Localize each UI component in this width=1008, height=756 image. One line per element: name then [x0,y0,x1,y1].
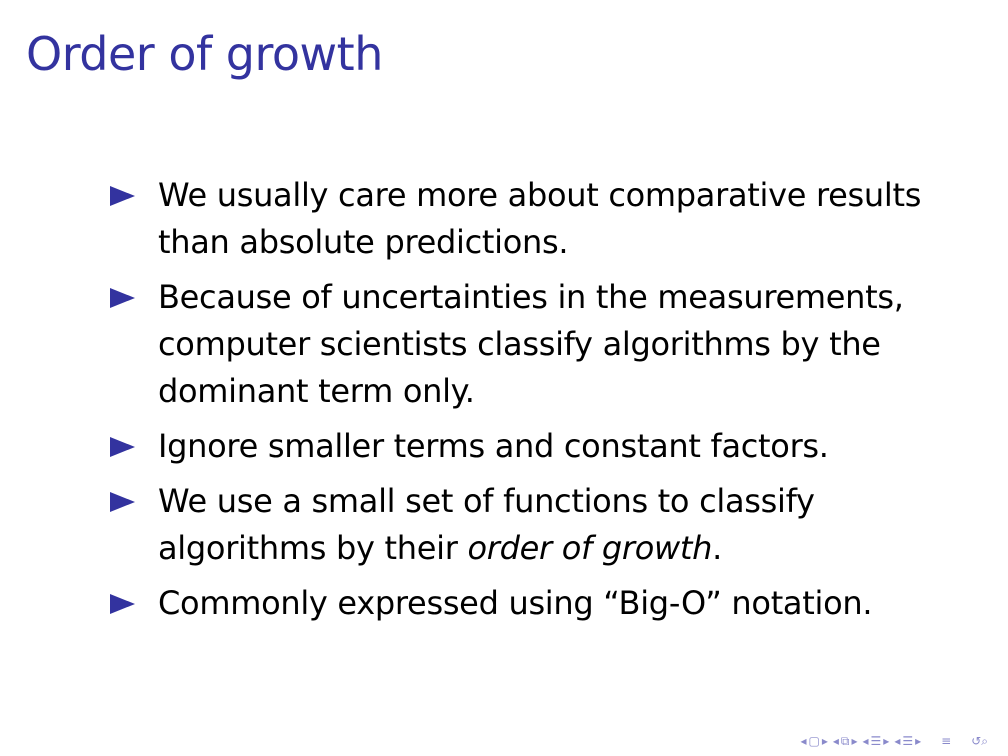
triangle-bullet-icon [110,186,135,206]
nav-next-arrow-icon[interactable]: ▸ [851,734,858,748]
section-icon[interactable]: ☰ [870,734,882,748]
nav-prev-arrow-icon[interactable]: ◂ [862,734,869,748]
bullet-text: We use a small set of functions to class… [158,482,815,567]
triangle-bullet-icon [110,594,135,614]
subsection-icon[interactable]: ⧉ [840,734,850,748]
triangle-bullet-icon [110,288,135,308]
bullet-item: Commonly expressed using “Big-O” notatio… [110,580,930,627]
section-nav-group-2: ◂ ☰ ▸ [894,732,921,750]
bullet-text: We usually care more about comparative r… [158,176,922,261]
bullet-item: We use a small set of functions to class… [110,478,930,572]
bullet-item: Because of uncertainties in the measurem… [110,274,930,415]
frame-icon[interactable]: ▢ [808,734,820,748]
slide-title: Order of growth [26,27,383,81]
nav-prev-arrow-icon[interactable]: ◂ [800,734,807,748]
nav-next-arrow-icon[interactable]: ▸ [883,734,890,748]
bullet-item: Ignore smaller terms and constant factor… [110,423,930,470]
nav-prev-arrow-icon[interactable]: ◂ [832,734,839,748]
nav-prev-arrow-icon[interactable]: ◂ [894,734,901,748]
subsection-nav-group: ◂ ⧉ ▸ [833,732,858,750]
bullet-item: We usually care more about comparative r… [110,172,930,266]
section-nav-group: ◂ ☰ ▸ [863,732,890,750]
nav-next-arrow-icon[interactable]: ▸ [821,734,828,748]
bullet-text: Commonly expressed using “Big-O” notatio… [158,584,873,622]
triangle-bullet-icon [110,492,135,512]
nav-next-arrow-icon[interactable]: ▸ [915,734,922,748]
search-icon[interactable]: ↺⌕ [971,734,988,748]
bullet-text: Because of uncertainties in the measurem… [158,278,904,410]
bullet-text-end: . [712,529,722,567]
frame-nav-group: ◂ ▢ ▸ [800,732,827,750]
bullet-list: We usually care more about comparative r… [110,172,930,635]
beamer-navigation-bar: ◂ ▢ ▸ ◂ ⧉ ▸ ◂ ☰ ▸ ◂ ☰ ▸ ≡ ↺⌕ [800,732,988,750]
align-icon[interactable]: ≡ [941,734,952,748]
bullet-text: Ignore smaller terms and constant factor… [158,427,829,465]
bullet-emphasis: order of growth [467,529,713,567]
section-icon[interactable]: ☰ [902,734,914,748]
triangle-bullet-icon [110,437,135,457]
